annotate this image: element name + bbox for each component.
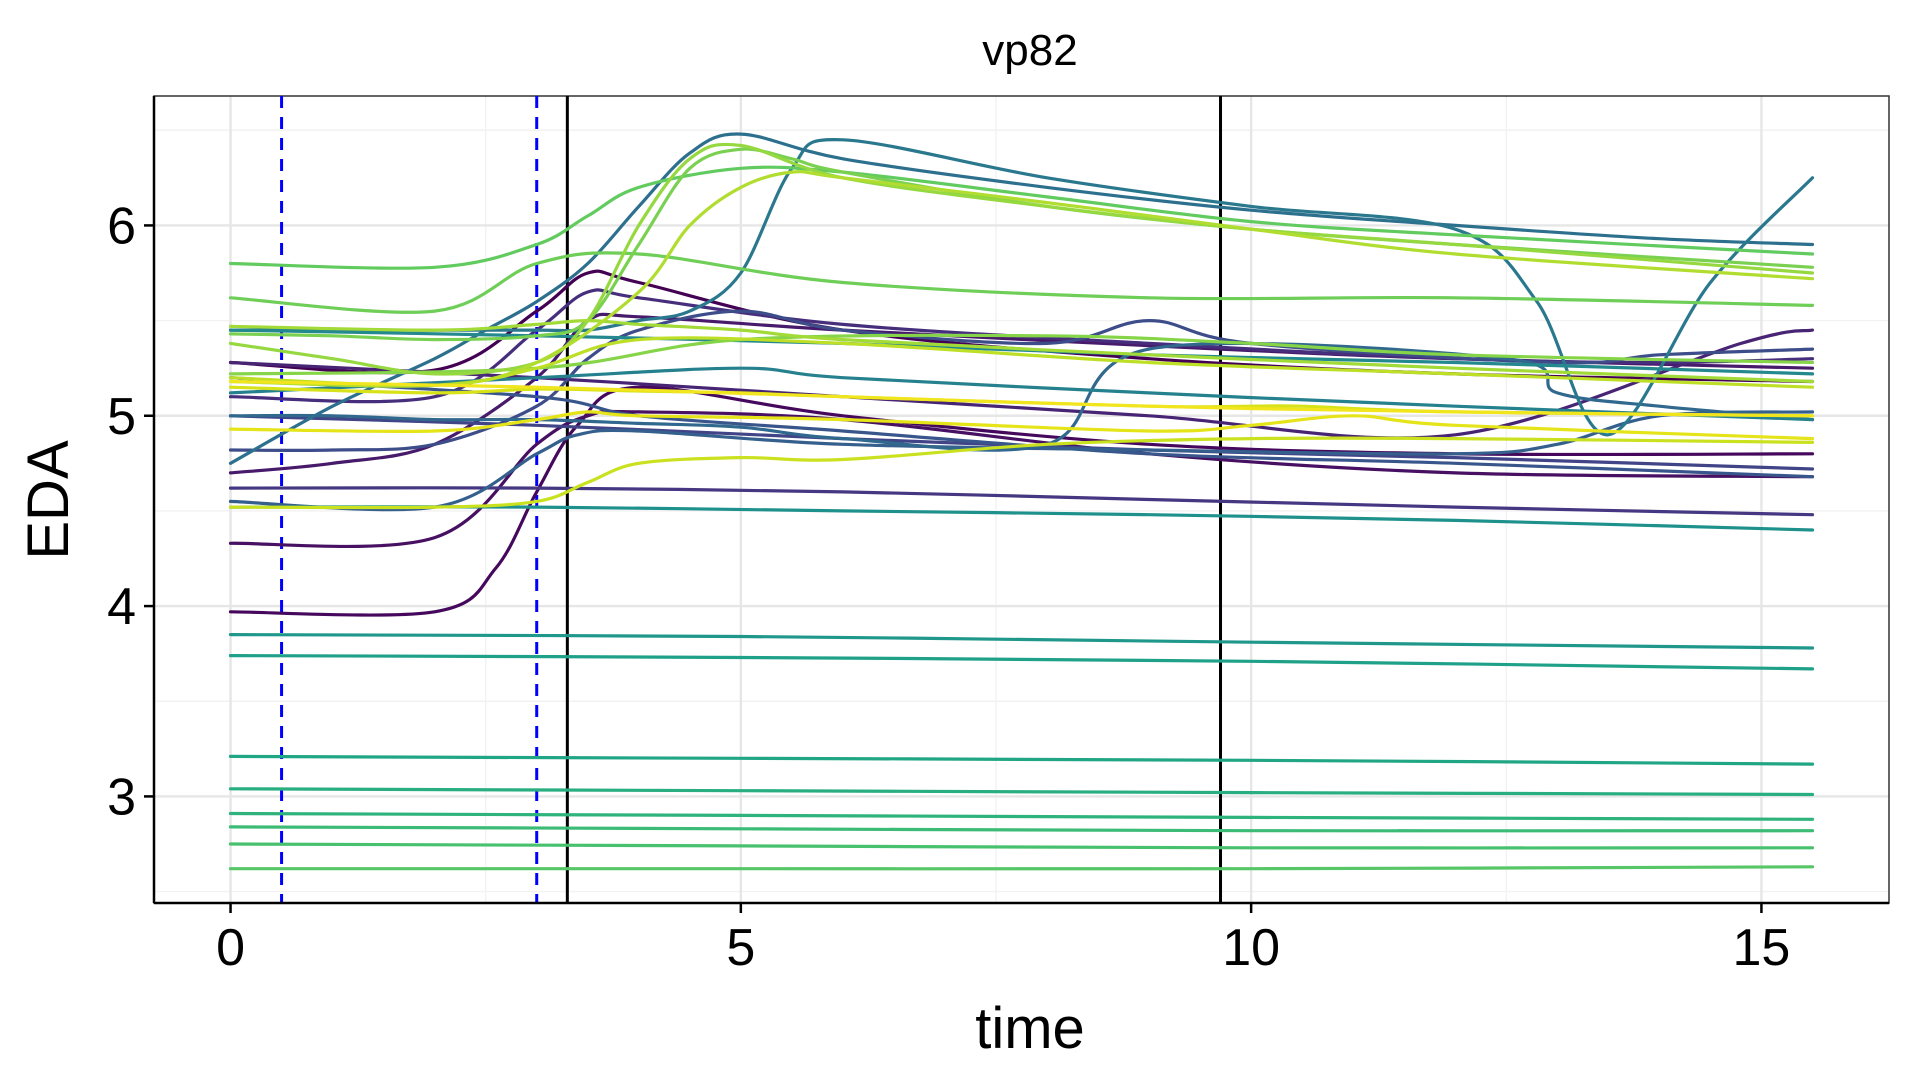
series-line <box>228 409 1815 549</box>
series-line <box>228 436 1815 510</box>
x-tick-label: 5 <box>726 919 755 977</box>
series-line <box>228 754 1815 766</box>
series-line <box>228 842 1815 850</box>
series-line <box>228 633 1815 650</box>
series-line <box>228 366 1815 422</box>
series-line <box>228 825 1815 833</box>
series-line <box>228 336 1815 389</box>
series-line <box>228 654 1815 671</box>
x-tick-label: 10 <box>1222 919 1280 977</box>
series-line <box>228 486 1815 517</box>
series-group <box>228 132 1815 871</box>
series-line <box>228 787 1815 797</box>
series-line <box>228 132 1815 465</box>
series-line <box>228 319 1815 384</box>
series-line <box>228 376 1815 479</box>
series-line <box>228 169 1815 388</box>
plot-panel <box>154 96 1889 903</box>
series-line <box>228 410 1815 441</box>
x-axis-title: time <box>975 996 1085 1061</box>
y-axis-title: EDA <box>16 440 81 560</box>
reference-lines <box>280 96 1223 903</box>
series-line <box>228 811 1815 821</box>
series-line <box>228 865 1815 871</box>
y-ticks: 3 4 5 6 <box>107 197 154 826</box>
y-tick-label: 5 <box>107 388 136 446</box>
y-tick-label: 4 <box>107 578 136 636</box>
x-tick-label: 0 <box>216 919 245 977</box>
y-tick-label: 6 <box>107 197 136 255</box>
series-line <box>228 251 1815 314</box>
axes <box>152 96 1889 905</box>
x-ticks: 0 5 10 15 <box>216 903 1790 977</box>
series-line <box>228 505 1815 532</box>
chart-title: vp82 <box>982 26 1077 75</box>
series-line <box>228 379 1815 418</box>
series-line <box>228 142 1815 376</box>
y-tick-label: 3 <box>107 768 136 826</box>
series-line <box>228 309 1815 453</box>
x-tick-label: 15 <box>1733 919 1791 977</box>
